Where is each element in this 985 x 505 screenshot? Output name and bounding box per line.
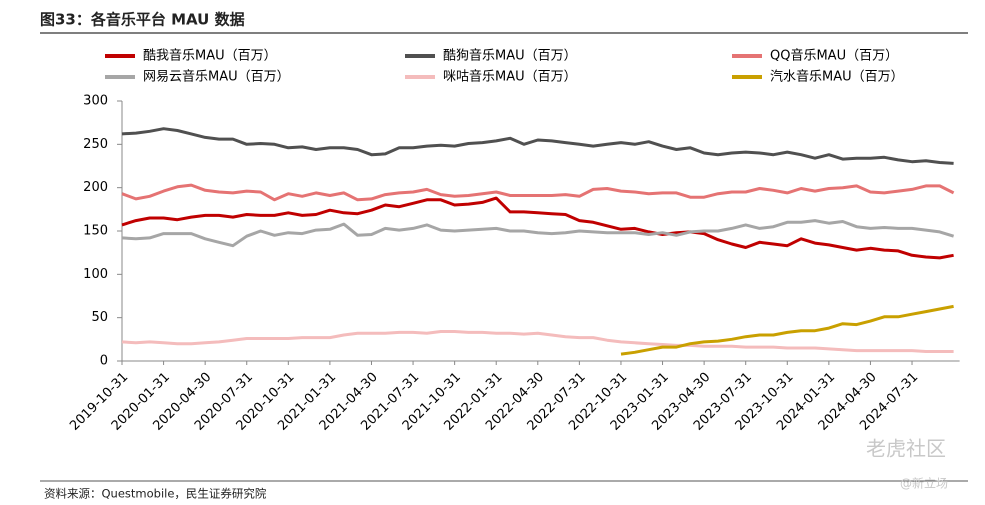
source: 资料来源：Questmobile，民生证券研究院 — [44, 487, 267, 501]
legend-label: 酷我音乐MAU（百万） — [143, 48, 277, 64]
series-line — [121, 219, 955, 248]
series-line — [121, 183, 955, 202]
legend-label: 汽水音乐MAU（百万） — [770, 69, 904, 85]
chart-title: 图33：各音乐平台 MAU 数据 — [40, 11, 245, 29]
legend-label: QQ音乐MAU（百万） — [770, 48, 898, 64]
y-tick-label: 0 — [100, 354, 108, 369]
y-tick-label: 300 — [83, 94, 108, 109]
legend-label: 酷狗音乐MAU（百万） — [443, 48, 577, 64]
legend-label: 网易云音乐MAU（百万） — [143, 69, 290, 85]
y-tick-label: 100 — [83, 267, 108, 282]
legend-label: 咪咕音乐MAU（百万） — [443, 69, 577, 85]
y-tick-label: 200 — [83, 180, 108, 195]
watermark: @新立场 — [900, 476, 948, 491]
series-line — [121, 127, 954, 165]
y-tick-label: 250 — [83, 137, 108, 152]
series-line — [620, 304, 954, 356]
series-line — [121, 330, 954, 353]
series-line — [121, 196, 954, 260]
y-tick-label: 150 — [83, 224, 108, 239]
watermark: 老虎社区 — [866, 437, 946, 461]
y-tick-label: 50 — [91, 310, 108, 325]
